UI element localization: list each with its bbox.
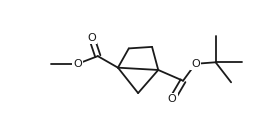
Text: O: O	[87, 33, 96, 43]
Text: O: O	[73, 59, 82, 69]
Text: O: O	[191, 59, 200, 69]
Text: O: O	[168, 94, 176, 104]
